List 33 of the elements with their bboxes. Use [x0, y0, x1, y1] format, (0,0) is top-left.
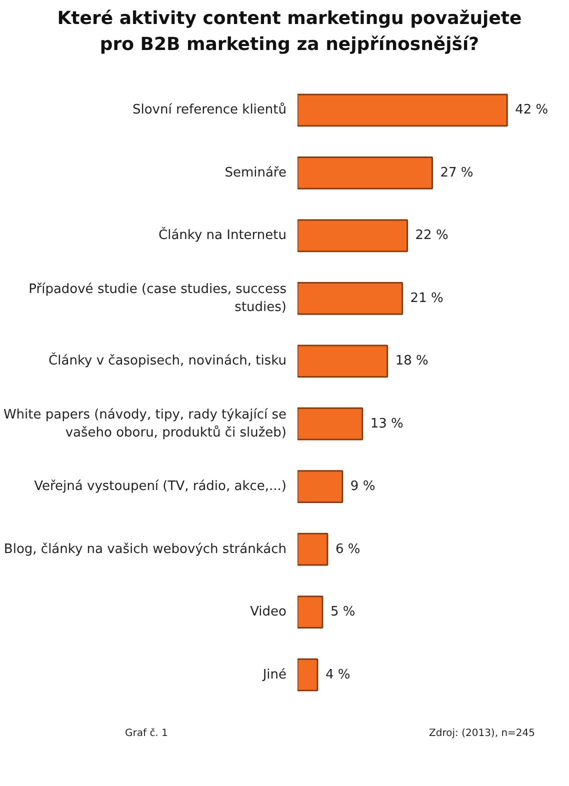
data-label: 9 %	[350, 480, 376, 495]
bar	[298, 220, 408, 252]
data-label: 42 %	[515, 103, 548, 118]
bar	[298, 596, 324, 629]
data-label: 4 %	[325, 668, 350, 683]
bar	[298, 345, 388, 378]
y-tick-label: Jiné	[262, 668, 287, 683]
data-label: 21 %	[410, 291, 444, 306]
y-tick-label: Semináře	[224, 166, 287, 181]
y-tick-label: Veřejná vystoupení (TV, rádio, akce,...)	[34, 480, 287, 495]
data-label: 5 %	[330, 605, 356, 620]
chart-title: Které aktivity content marketingu považujete pro B2B marketing za nejpřínosnější?	[57, 7, 522, 57]
bar	[298, 156, 433, 190]
data-label: 6 %	[335, 542, 360, 558]
text: Graf č. 1	[125, 727, 168, 742]
bar	[298, 658, 318, 692]
bar	[298, 470, 344, 504]
y-tick-label: Slovní reference klientů	[132, 102, 287, 118]
y-tick-label: Případové studie (case studies, success studies)	[28, 282, 287, 316]
y-tick-label: Video	[250, 605, 287, 620]
y-tick-label: Blog, články na vašich webových stránkách	[4, 542, 287, 558]
bar	[298, 408, 364, 441]
bar	[298, 282, 404, 316]
data-label: 27 %	[440, 166, 474, 181]
data-label: 18 %	[395, 354, 428, 370]
data-label: 13 %	[370, 416, 404, 432]
bar	[298, 533, 328, 566]
y-tick-label: Články na Internetu	[158, 226, 287, 244]
bar	[298, 94, 508, 127]
data-label: 22 %	[415, 228, 448, 244]
y-tick-label: Články v časopisech, novinách, tisku	[48, 352, 287, 370]
text: Zdroj: (2013), n=245	[429, 727, 535, 742]
y-tick-label: White papers (návody, tipy, rady týkající se vašeho oboru, produktů či služeb)	[3, 408, 287, 441]
